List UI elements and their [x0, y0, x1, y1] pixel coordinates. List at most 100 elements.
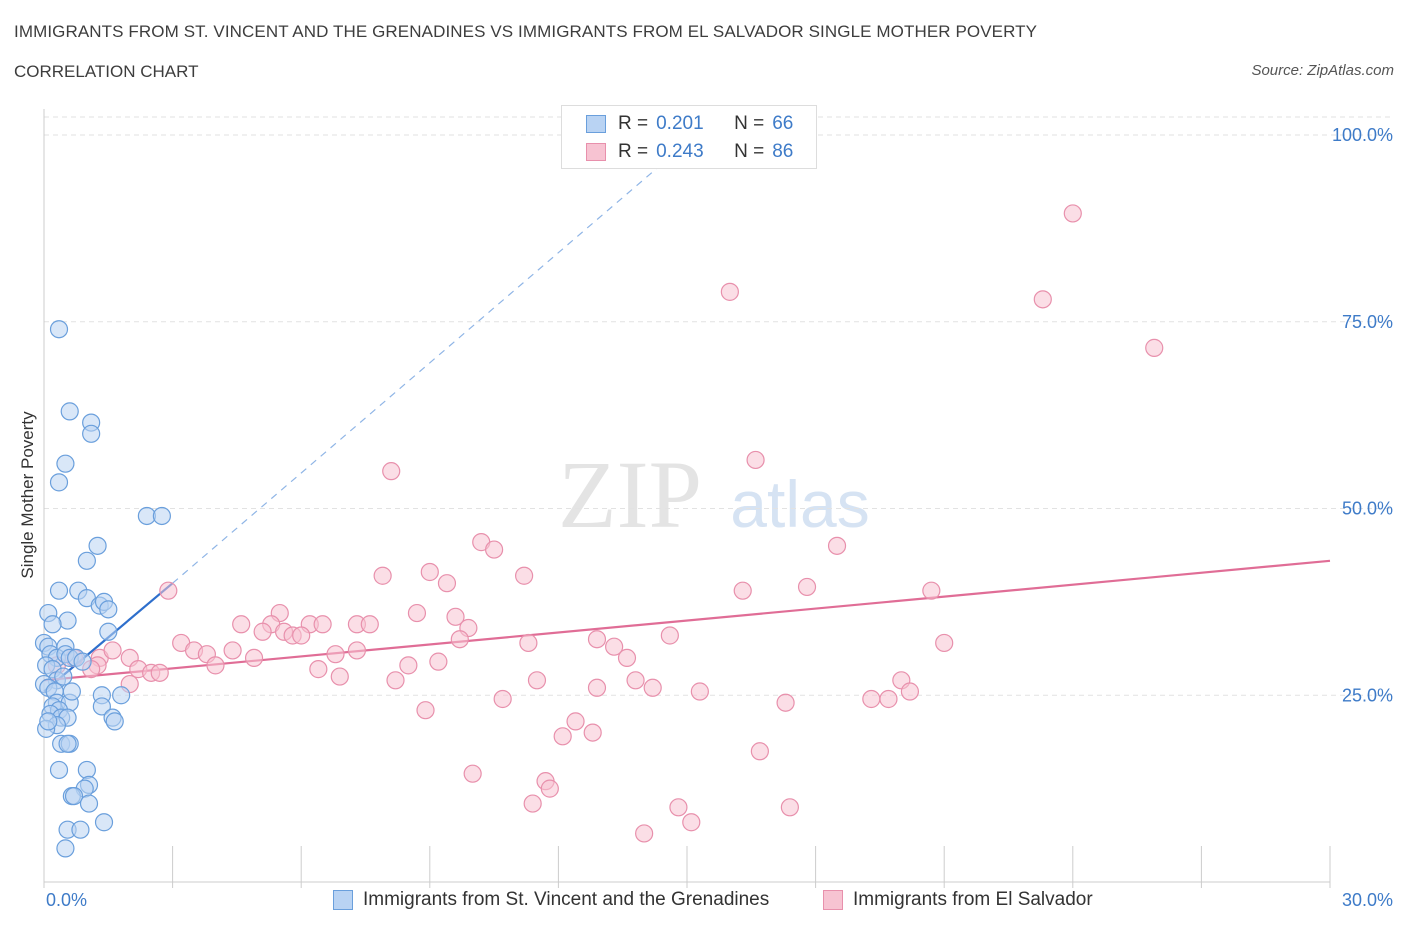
- data-point-el-salvador: [309, 660, 328, 679]
- data-point-el-salvador: [150, 663, 169, 682]
- data-point-el-salvador: [523, 794, 542, 813]
- data-point-el-salvador: [407, 603, 427, 623]
- legend-n-value-st-vincent: 66: [772, 113, 794, 134]
- chart-subtitle: CORRELATION CHART: [14, 62, 199, 81]
- data-point-st-vincent: [60, 402, 79, 421]
- data-point-el-salvador: [1033, 290, 1052, 309]
- data-point-el-salvador: [330, 667, 349, 686]
- data-point-el-salvador: [827, 536, 847, 555]
- data-point-el-salvador: [780, 798, 799, 817]
- data-point-el-salvador: [583, 723, 602, 742]
- legend-swatch-el-salvador: [586, 143, 606, 161]
- data-point-el-salvador: [626, 671, 645, 690]
- data-point-st-vincent: [58, 611, 77, 630]
- data-point-st-vincent: [73, 652, 92, 671]
- data-point-el-salvador: [750, 742, 769, 761]
- data-point-el-salvador: [437, 574, 457, 593]
- data-point-st-vincent: [56, 454, 75, 473]
- data-point-el-salvador: [922, 581, 941, 600]
- legend-r-label: R =: [618, 141, 649, 162]
- data-point-st-vincent: [62, 682, 81, 701]
- data-point-el-salvador: [446, 607, 465, 626]
- data-point-el-salvador: [416, 701, 435, 720]
- source-label: Source: ZipAtlas.com: [1251, 62, 1394, 79]
- data-point-st-vincent: [94, 813, 114, 832]
- y-tick-label: 75.0%: [1342, 312, 1393, 332]
- legend-r-label: R =: [618, 113, 649, 134]
- data-point-el-salvador: [587, 678, 607, 697]
- legend-n-label: N =: [734, 113, 765, 134]
- bottom-legend-swatch-el-salvador: [823, 890, 843, 910]
- watermark: ZIP atlas: [558, 441, 870, 548]
- legend-n-label: N =: [734, 141, 765, 162]
- data-point-el-salvador: [223, 641, 242, 660]
- data-point-st-vincent: [92, 697, 111, 716]
- data-point-st-vincent: [152, 506, 171, 526]
- bottom-legend-el-salvador: Immigrants from El Salvador: [823, 889, 1093, 911]
- data-point-st-vincent: [99, 622, 118, 641]
- data-point-st-vincent: [99, 600, 118, 619]
- data-point-el-salvador: [159, 581, 178, 600]
- data-point-st-vincent: [43, 615, 62, 634]
- bottom-legend-label-el-salvador: Immigrants from El Salvador: [853, 889, 1093, 910]
- data-point-st-vincent: [39, 712, 58, 731]
- data-point-el-salvador: [746, 450, 765, 470]
- data-point-el-salvador: [682, 813, 701, 832]
- y-tick-label: 50.0%: [1342, 499, 1393, 519]
- data-point-el-salvador: [373, 566, 392, 585]
- data-point-el-salvador: [386, 671, 405, 690]
- data-point-el-salvador: [587, 630, 607, 649]
- data-point-el-salvador: [253, 622, 272, 641]
- data-point-el-salvador: [382, 462, 401, 481]
- data-point-st-vincent: [88, 536, 107, 555]
- data-point-el-salvador: [244, 648, 264, 668]
- data-point-el-salvador: [103, 641, 122, 660]
- data-point-st-vincent: [82, 424, 101, 443]
- trendline-st-vincent-extension: [172, 142, 688, 584]
- data-point-el-salvador: [797, 577, 817, 597]
- data-point-el-salvador: [1063, 204, 1082, 223]
- data-point-el-salvador: [420, 562, 439, 582]
- legend-row-el-salvador: R = 0.243 N = 86: [586, 140, 793, 164]
- data-point-el-salvador: [450, 630, 469, 649]
- data-point-st-vincent: [77, 760, 96, 780]
- y-tick-labels: 25.0% 50.0% 75.0% 100.0%: [1332, 125, 1393, 705]
- legend-r-value-st-vincent: 0.201: [656, 113, 704, 134]
- data-point-el-salvador: [515, 566, 534, 585]
- data-point-el-salvador: [292, 626, 311, 645]
- data-point-el-salvador: [313, 615, 332, 634]
- data-point-el-salvador: [776, 693, 795, 712]
- data-point-el-salvador: [206, 656, 225, 675]
- watermark-atlas: atlas: [730, 467, 869, 541]
- legend-r-value-el-salvador: 0.243: [656, 141, 704, 162]
- data-point-el-salvador: [862, 689, 881, 709]
- data-point-el-salvador: [493, 689, 512, 709]
- data-point-el-salvador: [690, 682, 709, 701]
- data-point-st-vincent: [79, 794, 99, 813]
- data-point-el-salvador: [720, 282, 739, 301]
- data-point-el-salvador: [660, 626, 679, 645]
- data-point-el-salvador: [429, 652, 448, 671]
- legend-n-value-el-salvador: 86: [772, 141, 794, 162]
- data-point-el-salvador: [553, 727, 572, 746]
- bottom-legend-swatch-st-vincent: [333, 890, 353, 910]
- data-point-el-salvador: [643, 678, 662, 697]
- x-tick-label-max: 30.0%: [1341, 890, 1393, 910]
- bottom-legend-label-st-vincent: Immigrants from St. Vincent and the Gren…: [363, 889, 770, 910]
- data-point-el-salvador: [360, 615, 379, 634]
- data-point-el-salvador: [935, 633, 954, 653]
- data-point-st-vincent: [49, 760, 69, 780]
- data-point-el-salvador: [463, 764, 482, 783]
- data-point-el-salvador: [527, 671, 547, 690]
- data-point-el-salvador: [605, 637, 624, 656]
- trend-lines: [43, 142, 1331, 693]
- legend-row-st-vincent: R = 0.201 N = 66: [586, 112, 793, 136]
- data-point-st-vincent: [105, 712, 124, 731]
- data-point-st-vincent: [54, 667, 73, 686]
- data-point-el-salvador: [326, 645, 345, 664]
- x-tick-label-min: 0.0%: [46, 890, 88, 910]
- data-point-st-vincent: [64, 786, 84, 806]
- legend: R = 0.201 N = 66 R = 0.243 N = 86: [561, 105, 817, 169]
- data-point-el-salvador: [232, 615, 251, 634]
